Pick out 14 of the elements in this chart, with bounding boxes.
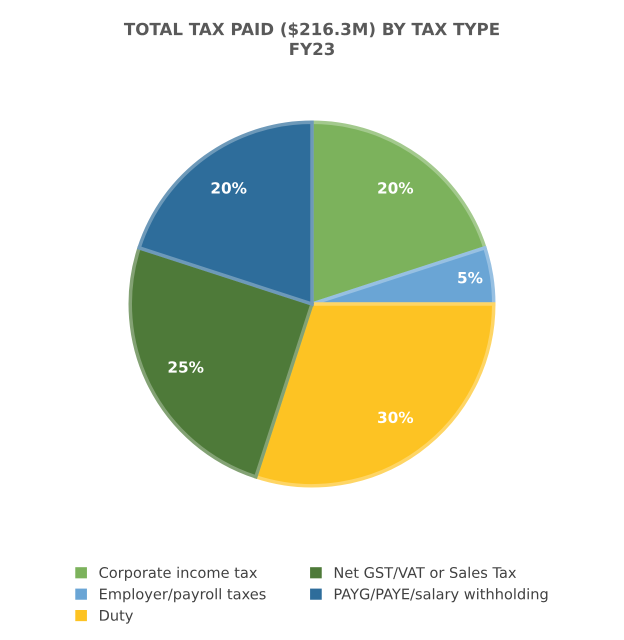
data-label: 20% xyxy=(378,182,414,194)
data-label: 20% xyxy=(212,182,246,194)
pie-slice xyxy=(254,302,496,488)
legend-label: PAYG/PAYE/salary withholding xyxy=(334,588,548,602)
legend-label: Duty xyxy=(100,610,133,624)
chart-title: TOTAL TAX PAID ($216.3M) BY TAX TYPE FY23 xyxy=(124,22,499,56)
data-label: 5% xyxy=(458,272,482,284)
pie-slice xyxy=(137,120,314,306)
data-label: 25% xyxy=(168,361,204,373)
pie-slice xyxy=(128,246,314,479)
legend-label: Net GST/VAT or Sales Tax xyxy=(334,566,516,580)
legend-label: Employer/payroll taxes xyxy=(100,588,266,602)
data-label: 30% xyxy=(378,412,414,424)
legend-label: Corporate income tax xyxy=(99,566,257,581)
